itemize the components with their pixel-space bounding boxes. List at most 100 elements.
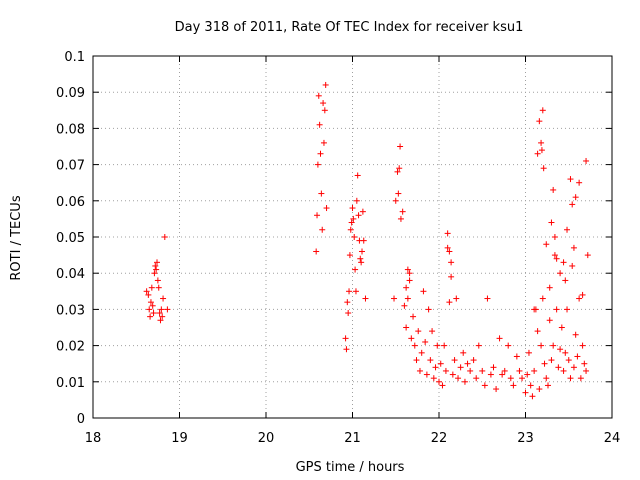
data-point bbox=[564, 306, 571, 313]
data-point bbox=[516, 367, 523, 374]
data-point bbox=[345, 310, 352, 317]
data-point bbox=[153, 266, 160, 273]
data-point bbox=[493, 386, 500, 393]
data-point bbox=[320, 100, 327, 107]
data-point bbox=[501, 367, 508, 374]
data-point bbox=[434, 342, 441, 349]
x-tick-label: 21 bbox=[344, 431, 361, 446]
data-point bbox=[436, 378, 442, 385]
data-point bbox=[444, 244, 451, 251]
data-point bbox=[555, 364, 562, 371]
data-point bbox=[534, 328, 541, 335]
data-point bbox=[448, 259, 455, 266]
data-point bbox=[539, 295, 546, 302]
data-point bbox=[348, 219, 355, 226]
chart-title: Day 318 of 2011, Rate Of TEC Index for r… bbox=[175, 20, 524, 35]
data-point bbox=[439, 382, 446, 389]
data-point bbox=[151, 270, 158, 277]
data-point bbox=[347, 226, 354, 233]
data-point bbox=[397, 215, 404, 222]
data-point bbox=[510, 382, 517, 389]
x-tick-label: 19 bbox=[171, 431, 188, 446]
data-point bbox=[154, 277, 161, 284]
data-point bbox=[143, 288, 150, 295]
data-point bbox=[544, 382, 551, 389]
data-point bbox=[513, 353, 520, 360]
data-point bbox=[351, 234, 358, 240]
data-point bbox=[536, 118, 543, 125]
data-point bbox=[525, 349, 532, 356]
data-point bbox=[159, 313, 166, 320]
data-point bbox=[320, 139, 327, 146]
data-point bbox=[346, 252, 353, 259]
data-point bbox=[576, 179, 583, 186]
data-point bbox=[574, 353, 581, 360]
data-point bbox=[314, 161, 321, 168]
data-point bbox=[572, 331, 579, 338]
x-tick-label: 24 bbox=[604, 431, 621, 446]
data-point bbox=[531, 367, 538, 374]
axis-ticks: 18 19 20 21 22 23 24 0 0.01 0.02 0.03 0.04 0.05 0.06 0… bbox=[56, 50, 620, 446]
y-tick-label: 0.03 bbox=[56, 303, 85, 318]
data-point bbox=[350, 215, 357, 222]
y-tick-label: 0.02 bbox=[56, 340, 85, 355]
data-point bbox=[161, 234, 168, 240]
data-point bbox=[319, 226, 326, 233]
data-point bbox=[455, 375, 462, 382]
data-point bbox=[352, 288, 359, 295]
data-point bbox=[470, 357, 477, 364]
data-point bbox=[548, 357, 555, 364]
x-tick-label: 20 bbox=[258, 431, 275, 446]
data-point bbox=[565, 357, 572, 364]
data-point bbox=[429, 328, 436, 335]
data-point bbox=[430, 375, 437, 382]
data-point bbox=[420, 288, 427, 295]
data-point bbox=[546, 284, 553, 291]
data-point bbox=[157, 317, 164, 324]
data-point bbox=[353, 197, 360, 204]
data-point bbox=[507, 375, 514, 382]
data-point bbox=[148, 284, 155, 291]
data-point bbox=[475, 342, 482, 349]
data-point bbox=[448, 273, 455, 280]
data-point bbox=[343, 346, 350, 353]
data-point bbox=[540, 165, 547, 172]
data-point bbox=[360, 237, 367, 244]
data-point bbox=[323, 205, 330, 212]
data-point bbox=[584, 252, 591, 259]
data-point bbox=[567, 176, 574, 183]
data-point bbox=[484, 295, 491, 302]
data-point bbox=[425, 306, 432, 313]
data-point bbox=[570, 244, 577, 251]
data-point bbox=[315, 92, 322, 99]
data-point bbox=[496, 335, 503, 342]
data-point bbox=[150, 310, 157, 317]
data-point bbox=[437, 360, 444, 367]
data-point bbox=[422, 338, 429, 345]
x-tick-label: 22 bbox=[431, 431, 448, 446]
data-point bbox=[467, 367, 474, 374]
data-point bbox=[355, 212, 362, 219]
data-point bbox=[392, 197, 399, 204]
data-point bbox=[318, 190, 325, 197]
data-point bbox=[357, 255, 364, 262]
data-point bbox=[442, 367, 449, 374]
data-point bbox=[342, 335, 349, 342]
data-point bbox=[579, 291, 586, 298]
data-point bbox=[156, 310, 163, 317]
data-point bbox=[534, 150, 541, 157]
data-point bbox=[548, 219, 555, 226]
data-point bbox=[567, 375, 574, 382]
data-point bbox=[572, 194, 579, 201]
data-point bbox=[453, 295, 460, 302]
data-point bbox=[570, 364, 577, 371]
data-point bbox=[362, 295, 369, 302]
data-point bbox=[539, 107, 546, 114]
x-tick-label: 18 bbox=[85, 431, 102, 446]
x-tick-label: 23 bbox=[517, 431, 534, 446]
data-point bbox=[527, 382, 534, 389]
data-point bbox=[473, 375, 480, 382]
y-tick-label: 0.04 bbox=[56, 267, 85, 282]
data-point bbox=[538, 139, 545, 146]
